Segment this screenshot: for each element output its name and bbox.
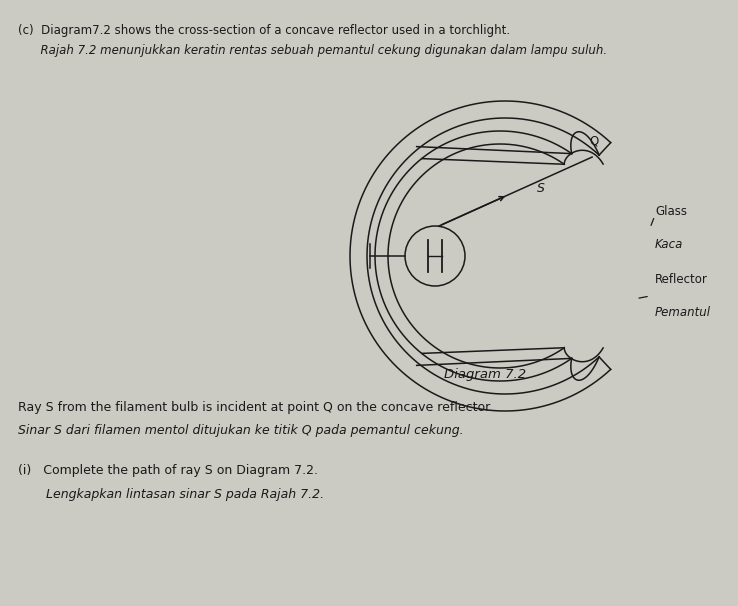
Text: Rajah 7.2 menunjukkan keratin rentas sebuah pemantul cekung digunakan dalam lamp: Rajah 7.2 menunjukkan keratin rentas seb… bbox=[18, 44, 607, 57]
Text: Sinar S dari filamen mentol ditujukan ke titik Q pada pemantul cekung.: Sinar S dari filamen mentol ditujukan ke… bbox=[18, 424, 463, 437]
Text: (i)   Complete the path of ray S on Diagram 7.2.: (i) Complete the path of ray S on Diagra… bbox=[18, 464, 318, 477]
Text: Glass: Glass bbox=[655, 205, 687, 218]
Text: (c)  Diagram7.2 shows the cross-section of a concave reflector used in a torchli: (c) Diagram7.2 shows the cross-section o… bbox=[18, 24, 510, 37]
Text: Q: Q bbox=[590, 134, 599, 147]
Text: Diagram 7.2: Diagram 7.2 bbox=[444, 368, 526, 381]
Text: Lengkapkan lintasan sinar S pada Rajah 7.2.: Lengkapkan lintasan sinar S pada Rajah 7… bbox=[18, 488, 324, 501]
Text: Kaca: Kaca bbox=[655, 238, 683, 251]
Text: S: S bbox=[537, 182, 545, 195]
Text: Ray S from the filament bulb is incident at point Q on the concave reflector.: Ray S from the filament bulb is incident… bbox=[18, 401, 493, 414]
Text: Reflector: Reflector bbox=[655, 273, 708, 286]
Text: Pemantul: Pemantul bbox=[655, 306, 711, 319]
